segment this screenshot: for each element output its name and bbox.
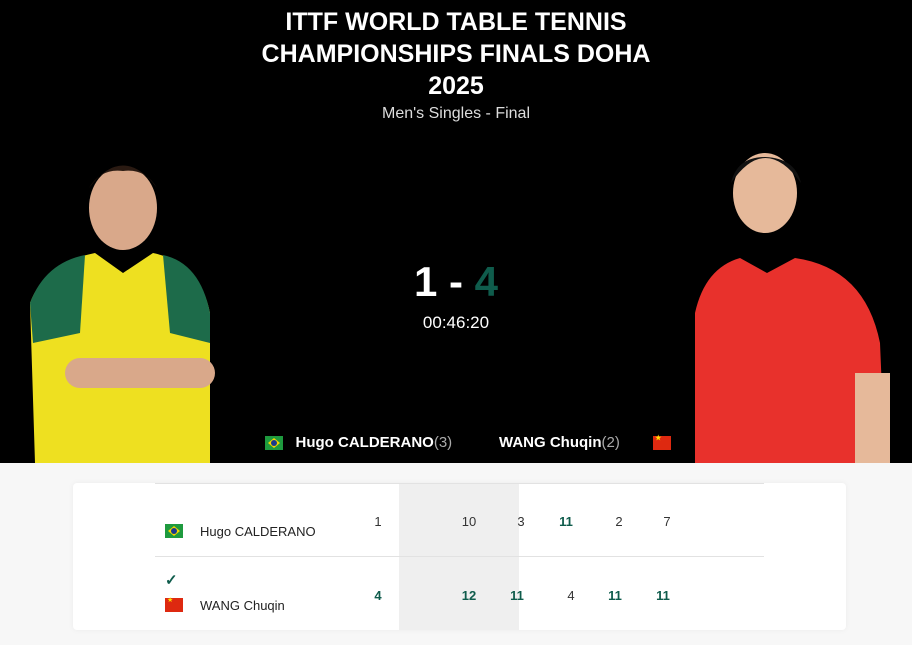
winner-check-icon: ✓: [165, 572, 178, 589]
match-score: 1 - 4: [0, 258, 912, 306]
set-score: 10: [461, 514, 477, 529]
wang-photo: [695, 153, 890, 463]
set-score: 11: [656, 588, 670, 603]
match-hero: ITTF WORLD TABLE TENNIS CHAMPIONSHIPS FI…: [0, 0, 912, 463]
brazil-flag-icon: [165, 524, 183, 538]
player-seed: (2): [601, 434, 620, 451]
title-line: ITTF WORLD TABLE TENNIS: [285, 8, 627, 36]
set-score: 4: [567, 588, 575, 603]
player-name: Hugo CALDERANO: [295, 434, 434, 451]
player-seed: (3): [433, 434, 453, 451]
away-score: 4: [474, 258, 499, 305]
title-line: 2025: [428, 72, 484, 100]
china-flag-icon: [165, 596, 183, 612]
set-score: 11: [608, 588, 622, 603]
event-subtitle: Men's Singles - Final: [382, 105, 530, 122]
set-score: 3: [517, 514, 525, 529]
home-score: 1: [413, 258, 438, 305]
title-line: CHAMPIONSHIPS FINALS DOHA: [261, 40, 651, 68]
player-name: Hugo CALDERANO: [200, 524, 316, 539]
table-row: ✓ WANG Chuqin 4 12 11 4 11 11: [155, 556, 764, 629]
calderano-photo: [30, 165, 215, 463]
china-flag-icon: [653, 434, 672, 451]
set-score: 11: [559, 514, 573, 529]
player-name: WANG Chuqin: [499, 434, 602, 451]
score-separator: -: [449, 258, 463, 305]
set-score: 2: [615, 514, 623, 529]
set-score: 11: [510, 588, 524, 603]
set-score: 7: [663, 514, 671, 529]
event-title: ITTF WORLD TABLE TENNIS CHAMPIONSHIPS FI…: [0, 6, 912, 102]
set-score: 12: [461, 588, 477, 603]
brazil-flag-icon: [265, 436, 283, 451]
match-duration: 00:46:20: [422, 313, 490, 332]
games-won: 4: [374, 588, 382, 603]
away-player-label: WANG Chuqin(2): [499, 434, 672, 451]
table-row: Hugo CALDERANO 1 10 3 11 2 7: [155, 483, 764, 556]
home-player-label: Hugo CALDERANO(3): [265, 434, 452, 451]
games-won: 1: [374, 514, 382, 529]
player-name: WANG Chuqin: [200, 598, 285, 613]
scoreboard-card: Hugo CALDERANO 1 10 3 11 2 7 ✓ WANG Chuq…: [73, 483, 846, 630]
